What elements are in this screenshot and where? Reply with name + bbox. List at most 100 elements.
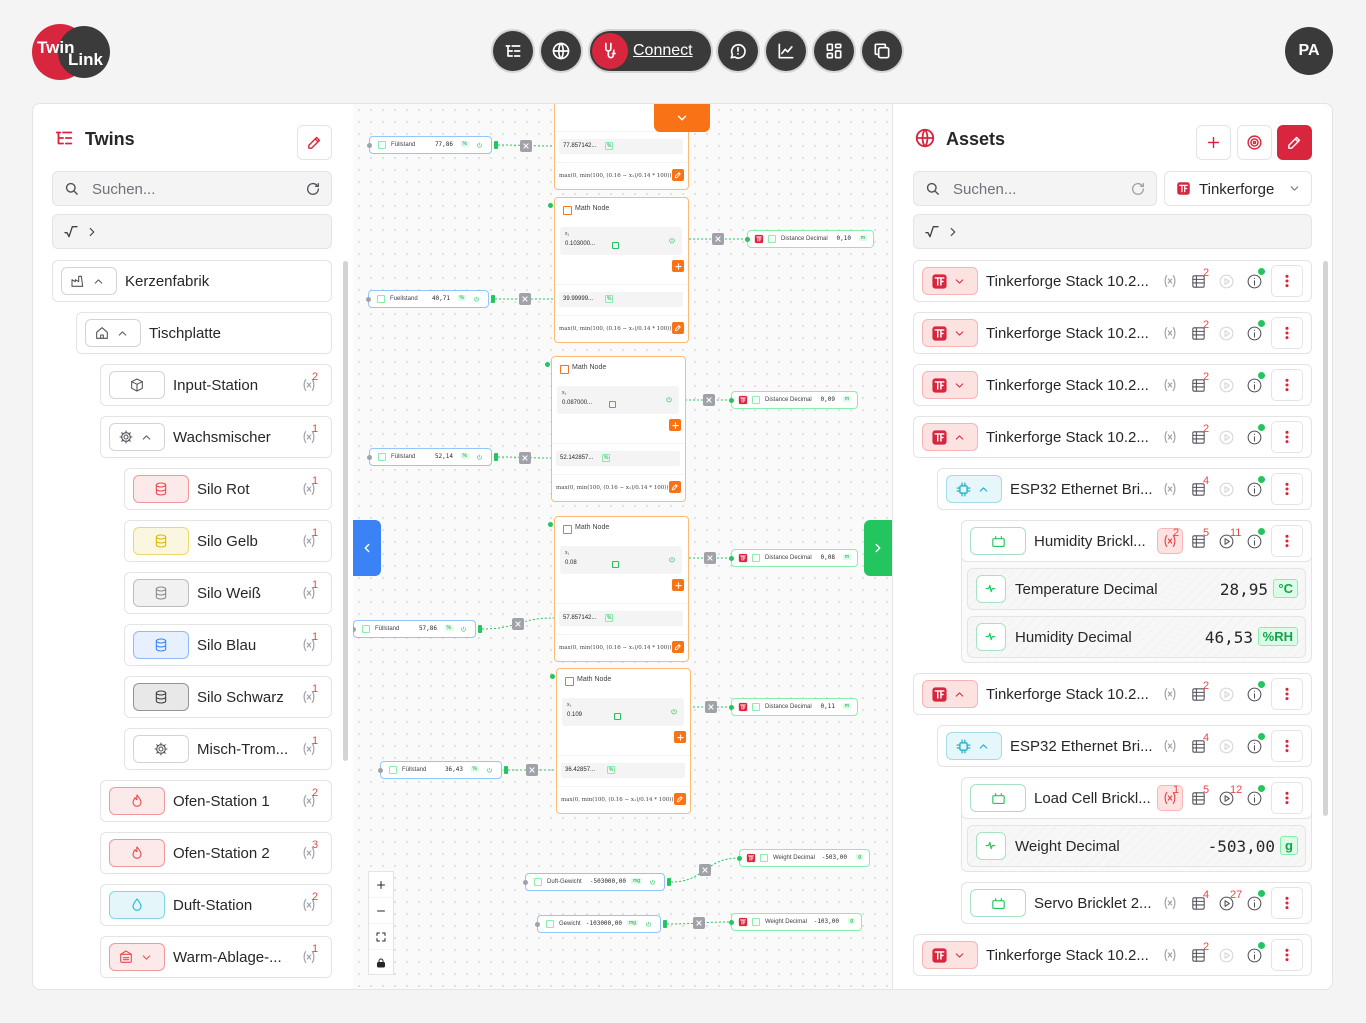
twin-row[interactable]: Duft-Station 2 [100,884,332,926]
source-node[interactable]: Weight Decimal g -103,00 [729,913,862,931]
target-node[interactable]: Füllstand% 77,86 [367,136,498,154]
twin-row[interactable]: Silo Rot 1 [124,468,332,510]
connect-button[interactable]: Connect [590,31,711,71]
zoom-button[interactable] [369,898,393,924]
math-node[interactable]: Math Node x₁ 0.08 57.857142...% max(0, min(1… [548,516,689,662]
header-button[interactable] [766,31,806,71]
edit-formula[interactable] [672,169,684,181]
edge-delete[interactable] [702,394,715,406]
filter-select[interactable]: Tinkerforge [1164,171,1312,206]
asset-row[interactable]: Humidity Brickl... 2 5 11 [961,520,1312,562]
menu-button[interactable] [1271,317,1303,349]
twin-row[interactable]: Ofen-Station 1 2 [100,780,332,822]
menu-button[interactable] [1271,887,1303,919]
menu-button[interactable] [1271,782,1303,814]
target-node[interactable]: Füllstand% 57,86 [353,620,482,638]
menu-button[interactable] [1271,730,1303,762]
source-node[interactable]: Distance Decimal m 0,09 [729,391,858,409]
asset-icon-box[interactable] [922,371,978,399]
edge-delete[interactable] [518,451,531,464]
add-input[interactable] [669,419,681,431]
toolbar-button[interactable] [1196,125,1231,160]
menu-button[interactable] [1271,473,1303,505]
header-button[interactable] [718,31,758,71]
asset-row[interactable]: Tinkerforge Stack 10.2... 2 [913,364,1312,406]
math-node[interactable]: 77.857142...% max(0, min(100, (0.16 − x₁)… [554,104,689,190]
math-node[interactable]: Math Node x₁ 0.087000... 52.142857...% max(0… [545,356,686,502]
edit-formula[interactable] [672,322,684,334]
avatar[interactable]: PA [1285,27,1333,75]
edit-formula[interactable] [674,793,686,805]
twin-icon-box[interactable] [85,319,141,347]
edit-formula[interactable] [672,641,684,653]
math-node[interactable]: Math Node x₁ 0.109 36.42857...% max(0, min(1… [550,668,691,814]
menu-button[interactable] [1271,265,1303,297]
edge-delete[interactable] [518,293,531,305]
edit-formula[interactable] [669,481,681,493]
toolbar-button[interactable] [1237,125,1272,160]
search-box[interactable]: Suchen... [52,171,332,206]
edge-delete[interactable] [699,864,711,876]
asset-icon-box[interactable] [946,732,1002,760]
zoom-button[interactable] [369,950,393,976]
twin-row[interactable]: Silo Schwarz 1 [124,676,332,718]
target-node[interactable]: Füllstand% 52,14 [367,448,498,466]
asset-icon-box[interactable] [922,267,978,295]
twin-icon-box[interactable] [109,943,165,971]
menu-button[interactable] [1271,939,1303,971]
twin-row[interactable]: Wachsmischer 1 [100,416,332,458]
twin-row[interactable]: Warm-Ablage-... 1 [100,936,332,978]
edge-delete[interactable] [712,233,724,245]
asset-row[interactable]: ESP32 Ethernet Bri... 4 [937,725,1312,767]
search-box[interactable]: Suchen... [913,171,1157,206]
twin-row[interactable]: Silo Gelb 1 [124,520,332,562]
add-input[interactable] [672,579,684,591]
twin-row[interactable]: Ofen-Station 2 3 [100,832,332,874]
menu-button[interactable] [1271,678,1303,710]
asset-row[interactable]: Tinkerforge Stack 10.2... 2 [913,260,1312,302]
edge-delete[interactable] [704,552,716,564]
edge-delete[interactable] [705,701,717,713]
asset-icon-box[interactable] [946,475,1002,503]
twin-row[interactable]: Misch-Trom... 1 [124,728,332,770]
edge-delete[interactable] [512,617,524,630]
asset-row[interactable]: Servo Bricklet 2... 4 27 [961,882,1312,924]
formula-bar[interactable] [52,214,332,249]
asset-icon-box[interactable] [922,319,978,347]
asset-icon-box[interactable] [922,423,978,451]
zoom-button[interactable] [369,924,393,950]
header-button[interactable] [862,31,902,71]
formula-bar[interactable] [913,214,1312,249]
target-node[interactable]: Gewicht mg -103000,00 [535,915,667,933]
twin-row[interactable]: Silo Blau 1 [124,624,332,666]
asset-row[interactable]: Load Cell Brickl... 1 5 12 [961,777,1312,819]
menu-button[interactable] [1271,421,1303,453]
header-button[interactable] [493,31,533,71]
target-node[interactable]: Duft-Gewicht mg -503000,00 [523,873,671,891]
source-node[interactable]: Distance Decimal m 0,08 [729,549,858,567]
toolbar-button[interactable] [1277,125,1312,160]
twin-row[interactable]: Input-Station 2 [100,364,332,406]
toggle-left[interactable] [353,520,381,576]
twin-row[interactable]: Kerzenfabrik [52,260,332,302]
header-button[interactable] [814,31,854,71]
edge-delete[interactable] [693,917,705,929]
menu-button[interactable] [1271,369,1303,401]
edit-button[interactable] [297,125,332,160]
source-node[interactable]: Distance Decimal m 0,10 [745,230,874,248]
asset-icon-box[interactable] [922,941,978,969]
target-node[interactable]: Fuellstand% 40,71 [366,290,495,308]
target-node[interactable]: Füllstand% 36,43 [378,761,508,779]
toggle-right[interactable] [864,520,892,576]
twin-icon-box[interactable] [61,267,117,295]
asset-row[interactable]: ESP32 Ethernet Bri... 4 [937,468,1312,510]
menu-button[interactable] [1271,525,1303,557]
asset-row[interactable]: Tinkerforge Stack 10.2... 2 [913,673,1312,715]
collapse-tab[interactable] [654,104,710,132]
asset-icon-box[interactable] [922,680,978,708]
edge-delete[interactable] [526,764,538,776]
asset-row[interactable]: Tinkerforge Stack 10.2... 2 [913,416,1312,458]
source-node[interactable]: Weight Decimal g -503,00 [737,849,870,867]
source-node[interactable]: Distance Decimal m 0,11 [729,698,858,716]
edge-delete[interactable] [520,139,532,152]
